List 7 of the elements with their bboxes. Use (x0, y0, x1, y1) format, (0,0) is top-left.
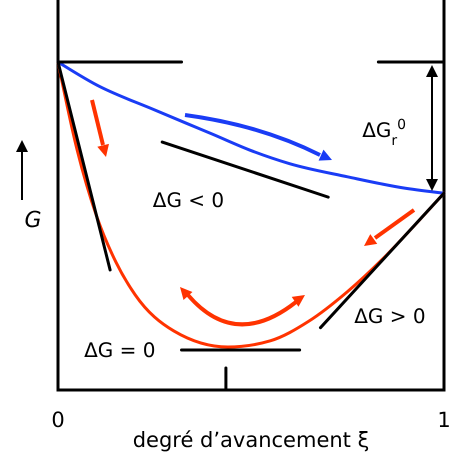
y-axis-title: G (24, 208, 42, 233)
annotation: ΔG > 0 (354, 304, 426, 328)
annotation: ΔG = 0 (84, 338, 156, 362)
x-tick-label: 0 (51, 408, 65, 432)
annotation: ΔG < 0 (152, 188, 224, 212)
x-axis-title: degré d’avancement ξ (132, 428, 370, 452)
x-tick-label: 1 (437, 408, 451, 432)
